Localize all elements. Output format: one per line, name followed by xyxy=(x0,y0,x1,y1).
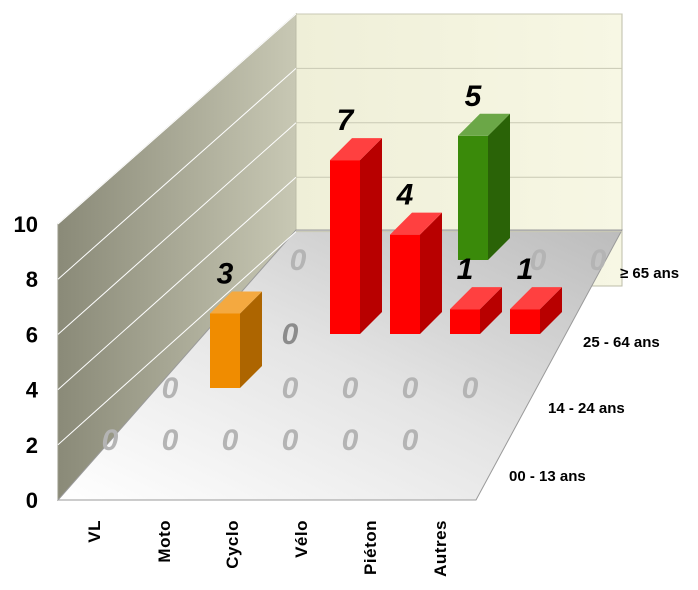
zero-labels: 000000000000000000 xyxy=(102,244,607,457)
zero-label: 0 xyxy=(102,424,119,457)
bar xyxy=(390,212,442,334)
category-labels: VL Moto Cyclo Vélo Piéton Autres xyxy=(85,520,450,577)
zero-label: 0 xyxy=(282,318,299,351)
series-label: 14 - 24 ans xyxy=(548,400,625,417)
y-tick-label: 6 xyxy=(26,322,38,347)
y-tick-label: 8 xyxy=(26,267,38,292)
gridline xyxy=(57,13,297,225)
zero-label: 0 xyxy=(530,244,547,277)
bar xyxy=(458,113,510,260)
bar xyxy=(450,287,502,334)
category-label: Piéton xyxy=(361,520,380,575)
bars xyxy=(210,113,562,388)
y-tick-label: 2 xyxy=(26,433,38,458)
zero-label: 0 xyxy=(342,372,359,405)
zero-label: 0 xyxy=(290,244,307,277)
value-label: 1 xyxy=(457,253,474,286)
zero-label: 0 xyxy=(342,424,359,457)
series-label: 00 - 13 ans xyxy=(509,468,586,485)
gridline xyxy=(57,176,297,390)
category-label: Moto xyxy=(155,520,174,563)
category-label: Vélo xyxy=(292,520,311,558)
zero-label: 0 xyxy=(402,372,419,405)
value-label: 5 xyxy=(465,80,483,113)
value-label: 3 xyxy=(217,257,234,290)
bar xyxy=(210,291,262,388)
series-labels: 00 - 13 ans 14 - 24 ans 25 - 64 ans ≥ 65 an… xyxy=(509,265,679,485)
zero-label: 0 xyxy=(282,424,299,457)
zero-label: 0 xyxy=(162,372,179,405)
y-tick-label: 10 xyxy=(14,212,38,237)
zero-label: 0 xyxy=(282,372,299,405)
gridline xyxy=(57,122,297,335)
zero-label: 0 xyxy=(462,372,479,405)
value-label: 4 xyxy=(396,179,414,212)
value-labels: 5 7 4 1 1 3 xyxy=(217,80,534,291)
y-axis-ticks: 0 2 4 6 8 10 xyxy=(14,212,39,513)
zero-label: 0 xyxy=(402,424,419,457)
zero-label: 0 xyxy=(590,244,607,277)
bar xyxy=(330,138,382,334)
category-label: Autres xyxy=(431,520,450,577)
y-tick-label: 4 xyxy=(26,378,39,403)
value-label: 7 xyxy=(337,104,355,137)
series-label: ≥ 65 ans xyxy=(620,265,679,282)
category-label: Cyclo xyxy=(223,520,242,569)
value-label: 1 xyxy=(517,253,534,286)
gridline xyxy=(57,231,297,446)
y-tick-label: 0 xyxy=(26,488,38,513)
gridline xyxy=(57,68,297,280)
zero-label: 0 xyxy=(222,424,239,457)
series-label: 25 - 64 ans xyxy=(583,334,660,351)
bar xyxy=(510,287,562,334)
zero-label: 0 xyxy=(162,424,179,457)
category-label: VL xyxy=(85,520,104,543)
